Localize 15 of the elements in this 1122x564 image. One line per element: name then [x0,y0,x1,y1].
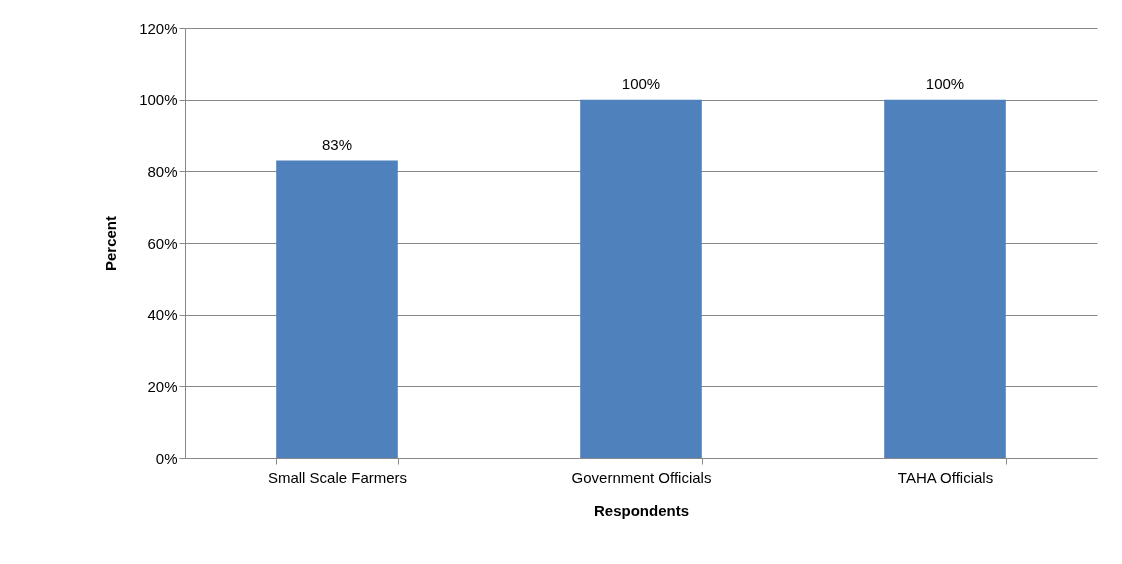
y-tick-label: 100% [139,91,178,109]
y-tick-label: 80% [147,162,178,180]
data-label: 100% [925,74,965,92]
y-axis-title: Percent [102,215,120,272]
x-tick-label: TAHA Officials [897,468,994,486]
x-tick-label: Small Scale Farmers [267,468,408,486]
y-tick-label: 20% [147,377,178,395]
y-tick-label: 60% [147,234,178,252]
data-label: 100% [621,74,661,92]
x-axis-title: Respondents [593,501,690,519]
x-tick-label: Government Officials [571,468,712,486]
y-tick-label: 120% [139,19,178,37]
y-tick-label: 40% [147,306,178,324]
y-tick-label: 0% [155,449,178,467]
data-label: 83% [321,135,353,153]
